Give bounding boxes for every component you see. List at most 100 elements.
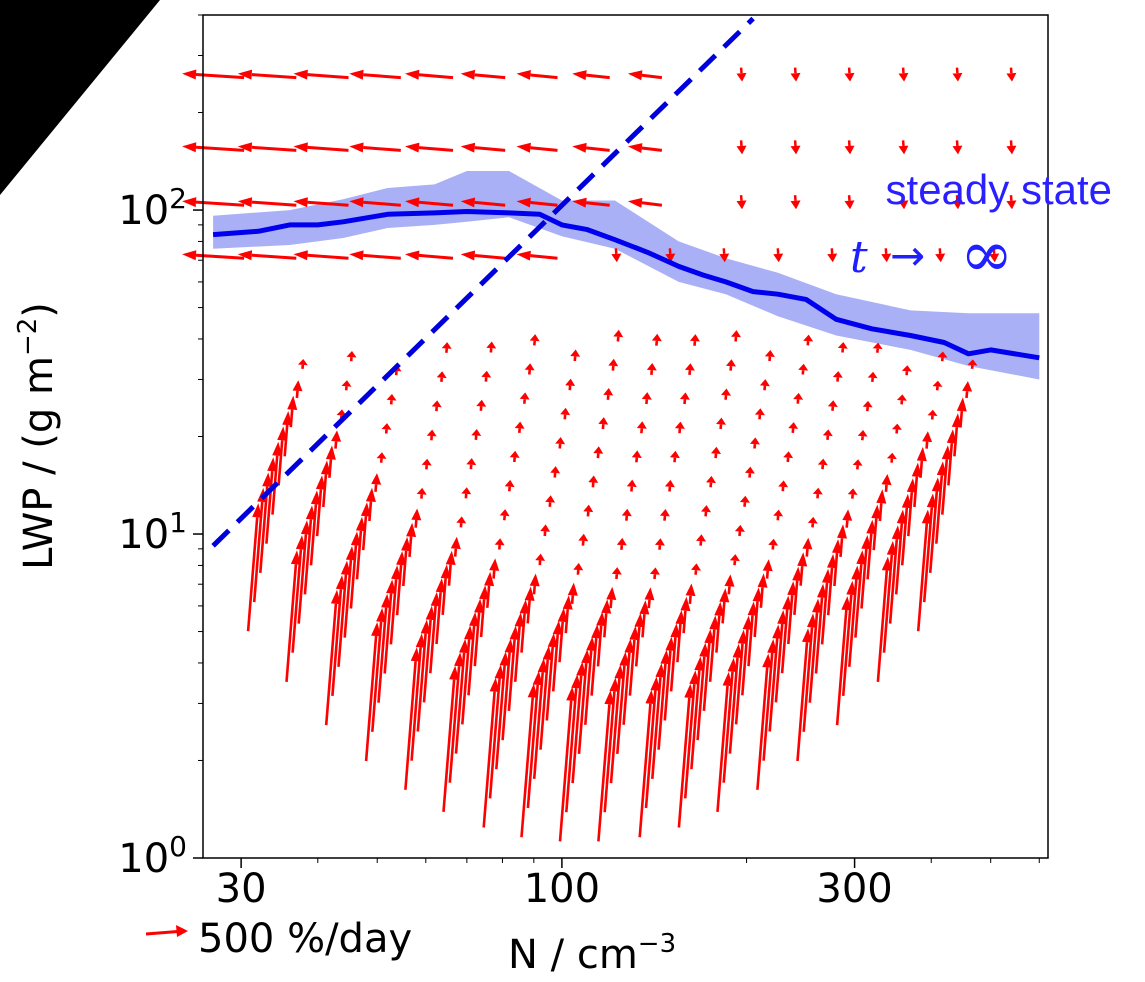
vector-arrowhead: [716, 417, 726, 425]
vector-arrow-up: [901, 365, 912, 376]
vector-arrowhead: [747, 601, 758, 616]
vector-arrow-left: [293, 142, 349, 153]
vector-arrowhead: [749, 437, 760, 445]
vector-arrow-up: [728, 643, 743, 754]
vector-arrow-up: [669, 450, 680, 463]
vector-arrowhead: [237, 142, 253, 153]
vector-arrow-up: [611, 567, 622, 580]
vector-arrow-up: [651, 333, 662, 346]
vector-arrowhead: [936, 461, 947, 476]
vector-arrowhead: [764, 350, 775, 357]
vector-arrowhead: [773, 509, 784, 517]
vector-arrow-left: [460, 69, 506, 80]
vector-arrow-up: [906, 478, 917, 537]
vector-arrow-up: [641, 392, 652, 405]
vector-arrowhead: [727, 657, 738, 673]
vector-arrowhead: [516, 250, 531, 261]
vector-arrowhead: [336, 409, 347, 416]
vector-arrow-shaft: [422, 619, 432, 703]
vector-arrowhead: [371, 473, 382, 485]
vector-arrow-up: [421, 458, 432, 470]
vector-arrow-left: [627, 197, 663, 208]
vector-arrowhead: [330, 589, 341, 605]
vector-arrow-shaft: [722, 671, 734, 783]
vector-arrow-shaft: [715, 615, 721, 653]
vector-arrow-shaft: [283, 424, 289, 457]
vector-arrowhead: [757, 573, 768, 588]
vector-arrow-shaft: [414, 519, 418, 528]
vector-arrow-small: [736, 140, 747, 155]
vector-arrow-left: [293, 250, 349, 261]
vector-arrow-shaft: [947, 443, 954, 486]
vector-arrow-up: [691, 563, 701, 575]
vector-arrowhead: [293, 142, 308, 153]
vector-arrow-shaft: [820, 582, 829, 645]
vector-arrow-shaft: [959, 410, 964, 428]
vector-arrow-shaft: [609, 599, 613, 609]
vector-arrowhead: [287, 395, 298, 410]
vector-arrow-up: [787, 581, 798, 645]
vector-arrow-up: [696, 642, 710, 741]
vector-arrow-shaft: [474, 146, 506, 152]
vector-arrow-shaft: [808, 612, 819, 703]
vector-arrowhead: [445, 550, 456, 565]
vector-arrow-shaft: [291, 549, 303, 653]
x-tick-label: 300: [816, 866, 892, 912]
vector-arrow-shaft: [371, 621, 383, 732]
vector-arrow-up: [741, 615, 753, 696]
vector-arrowhead: [516, 142, 531, 153]
scale-legend-arrowhead: [176, 925, 188, 937]
vector-arrow-shaft: [616, 665, 626, 755]
vector-arrow-up: [494, 538, 505, 550]
vector-arrow-up: [422, 605, 436, 703]
vector-arrowhead: [486, 341, 497, 349]
vector-arrowhead: [822, 568, 832, 584]
vector-arrow-left: [460, 197, 506, 208]
vector-arrow-up: [837, 524, 847, 558]
vector-arrow-left: [460, 142, 506, 153]
vector-arrow-shaft: [501, 652, 511, 741]
vector-arrow-shaft: [577, 662, 588, 755]
vector-arrow-up: [867, 371, 878, 383]
vector-arrowhead: [737, 629, 748, 644]
vector-arrow-up: [471, 429, 482, 440]
vector-arrow-small: [952, 67, 963, 82]
vector-arrow-shaft: [839, 538, 844, 558]
vector-arrow-up: [383, 579, 397, 674]
vector-arrow-up: [788, 422, 799, 433]
vector-arrow-up: [571, 661, 587, 784]
vector-arrow-left: [349, 250, 401, 261]
vector-arrowhead: [881, 556, 892, 571]
vector-arrow-up: [603, 677, 620, 813]
vector-arrowhead: [626, 479, 637, 488]
vector-arrow-small: [881, 248, 892, 263]
vector-arrow-shaft: [402, 550, 408, 587]
vector-arrowhead: [952, 72, 963, 82]
vector-arrow-shaft: [638, 703, 652, 838]
vector-arrowhead: [846, 580, 857, 596]
vector-arrowhead: [709, 615, 720, 630]
vector-arrow-shaft: [315, 489, 323, 537]
vector-arrowhead: [376, 452, 387, 459]
vector-arrow-left: [349, 69, 401, 80]
vector-arrow-up: [962, 381, 973, 399]
vector-arrowhead: [736, 145, 747, 155]
vector-arrow-shaft: [676, 623, 682, 663]
vector-arrowhead: [182, 197, 197, 208]
vector-arrowhead: [627, 70, 643, 81]
vector-arrow-up: [504, 479, 515, 492]
vector-arrow-up: [590, 624, 602, 696]
vector-arrow-shaft: [513, 626, 521, 682]
vector-arrow-left: [182, 69, 245, 80]
vector-arrow-up: [389, 565, 402, 645]
vector-arrow-up: [277, 426, 288, 486]
vector-arrowhead: [844, 145, 855, 155]
vector-arrow-up: [371, 473, 382, 492]
vector-arrow-shaft: [585, 73, 610, 80]
vector-arrowhead: [572, 197, 587, 208]
vector-arrowhead: [644, 587, 655, 601]
vector-arrow-shaft: [368, 501, 373, 522]
vector-arrow-up: [724, 574, 735, 595]
vector-arrow-left: [516, 197, 558, 208]
vector-arrow-up: [935, 461, 947, 544]
